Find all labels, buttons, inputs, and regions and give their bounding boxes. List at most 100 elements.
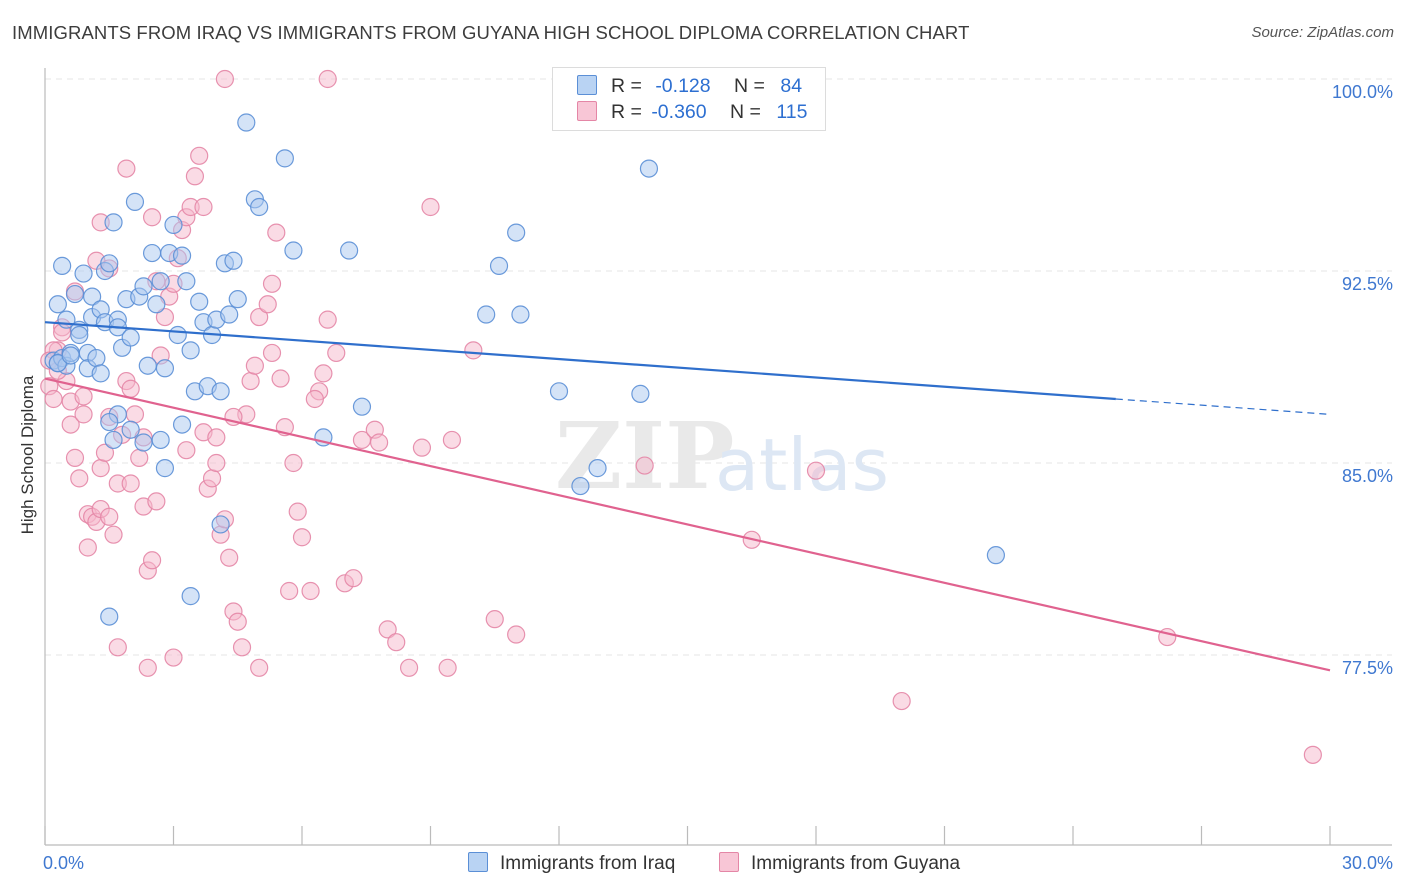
legend-r-value-iraq: -0.128 [655, 75, 711, 97]
iraq-point [172, 415, 192, 434]
guyana-point [228, 612, 247, 631]
legend-n-label: N = [730, 101, 761, 123]
guyana-point [344, 569, 363, 588]
guyana-point [399, 658, 419, 677]
iraq-point [177, 272, 196, 291]
trend-line-iraq-extension [1115, 398, 1331, 415]
bottom-legend-guyana: Immigrants from Guyana [719, 852, 960, 875]
iraq-point [138, 356, 157, 375]
guyana-point [95, 443, 115, 462]
correlation-legend: R = -0.128 N = 84 R = -0.360 N = 115 [552, 67, 826, 131]
guyana-point [215, 69, 234, 89]
guyana-point [70, 469, 89, 488]
iraq-point [275, 149, 294, 168]
iraq-point [211, 382, 230, 401]
guyana-point [370, 433, 389, 452]
bottom-legend-swatch-guyana [719, 852, 739, 872]
x-tick-label: 30.0% [1342, 853, 1393, 873]
legend-n-value-guyana: 115 [776, 101, 808, 123]
iraq-point [125, 192, 145, 211]
iraq-point [352, 397, 372, 416]
guyana-point [202, 469, 222, 488]
iraq-point [477, 305, 496, 324]
legend-r-value-guyana: -0.360 [651, 101, 707, 123]
iraq-point [181, 341, 200, 360]
guyana-point [220, 548, 239, 567]
legend-swatch-guyana [577, 101, 597, 121]
iraq-point [142, 243, 162, 263]
guyana-point [190, 146, 209, 165]
iraq-point [155, 459, 175, 478]
guyana-point [100, 507, 119, 526]
guyana-point [485, 610, 504, 629]
guyana-point [138, 658, 157, 677]
guyana-point [1303, 745, 1322, 764]
axes [44, 68, 1392, 846]
guyana-point [108, 638, 127, 657]
guyana-point [301, 581, 320, 601]
iraq-point [250, 197, 269, 217]
iraq-point [74, 264, 93, 283]
iraq-point [87, 348, 106, 368]
iraq-point [53, 256, 72, 275]
trend-line-guyana [44, 377, 1331, 672]
guyana-point [241, 371, 260, 391]
guyana-point [91, 459, 110, 478]
guyana-point [65, 448, 85, 467]
guyana-point [378, 620, 397, 639]
iraq-point [489, 256, 509, 275]
iraq-point [155, 359, 175, 378]
guyana-point [271, 369, 290, 388]
iraq-point [168, 325, 187, 345]
iraq-point [181, 587, 200, 606]
iraq-point [100, 607, 119, 626]
watermark-atlas: atlas [715, 423, 889, 507]
y-axis-label: High School Diploma [18, 375, 37, 534]
trend-lines [44, 321, 1331, 672]
guyana-point [142, 551, 162, 570]
guyana-point [635, 456, 654, 475]
guyana-point [232, 638, 252, 657]
iraq-point [986, 546, 1006, 565]
iraq-point [228, 290, 247, 309]
iraq-point [220, 305, 239, 324]
legend-n-value-iraq: 84 [780, 75, 803, 97]
guyana-point [305, 389, 324, 409]
iraq-point [147, 295, 166, 314]
iraq-point [507, 223, 526, 242]
iraq-point [511, 305, 530, 324]
iraq-point [91, 364, 110, 383]
bottom-legend-swatch-iraq [468, 852, 488, 872]
guyana-point [806, 461, 826, 480]
guyana-point [44, 389, 63, 409]
iraq-point [172, 246, 192, 265]
iraq-point [48, 295, 67, 314]
guyana-point [185, 167, 205, 186]
iraq-point [134, 433, 153, 452]
series-iraq-points [44, 113, 1006, 626]
iraq-point [100, 254, 119, 273]
guyana-point [412, 438, 432, 457]
guyana-point [61, 415, 80, 434]
guyana-point [177, 441, 196, 460]
bottom-legend-label-iraq: Immigrants from Iraq [500, 853, 676, 874]
guyana-point [74, 387, 93, 406]
x-tick-label: 0.0% [43, 853, 84, 873]
guyana-point [267, 223, 286, 242]
guyana-point [155, 307, 175, 327]
iraq-point [190, 292, 209, 311]
guyana-point [507, 625, 526, 644]
guyana-point [262, 343, 282, 363]
iraq-point [588, 459, 607, 478]
y-tick-label: 77.5% [1342, 658, 1393, 678]
legend-n-label: N = [734, 75, 765, 97]
iraq-point [237, 113, 256, 132]
guyana-point [258, 295, 277, 314]
guyana-point [164, 648, 183, 667]
guyana-point [250, 658, 269, 677]
watermark: ZIP atlas [555, 402, 889, 510]
guyana-point [104, 525, 123, 544]
legend-row-iraq: R = -0.128 N = 84 [577, 75, 802, 101]
guyana-point [78, 538, 97, 557]
iraq-point [224, 251, 243, 270]
